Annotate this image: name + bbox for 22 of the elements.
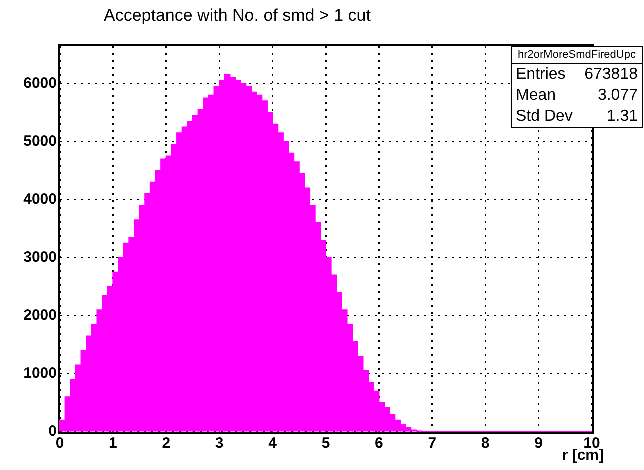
x-tick-label: 3	[215, 435, 224, 452]
text: Mean 3.077	[516, 87, 638, 104]
x-tick-label: 8	[481, 435, 490, 452]
y-tick-label: 3000	[24, 249, 57, 266]
y-tick-label: 1000	[24, 365, 57, 382]
y-tick-label: 5000	[24, 132, 57, 150]
y-tick-label: 4000	[24, 190, 57, 208]
chart-title: Acceptance with No. of smd > 1 cut	[104, 6, 371, 26]
annotation: hr2orMoreSmdFiredUpc	[512, 47, 642, 64]
x-tick-label: 2	[162, 435, 171, 452]
y-tick-label: 2000	[24, 307, 57, 324]
x-tick-label: 5	[322, 435, 330, 452]
annotation: Entries 673818	[516, 65, 638, 85]
text: Std Dev 1.31	[516, 108, 638, 125]
y-tick-label: 0	[48, 423, 57, 440]
x-tick-label: 7	[428, 435, 437, 452]
x-tick-label: 1	[109, 435, 118, 452]
y-tick-label: 6000	[24, 74, 57, 92]
x-tick-label: 9	[534, 435, 543, 452]
x-tick-label: 4	[268, 435, 278, 452]
x-axis-title: r [cm]	[562, 447, 604, 464]
x-tick-label: 6	[375, 435, 384, 452]
